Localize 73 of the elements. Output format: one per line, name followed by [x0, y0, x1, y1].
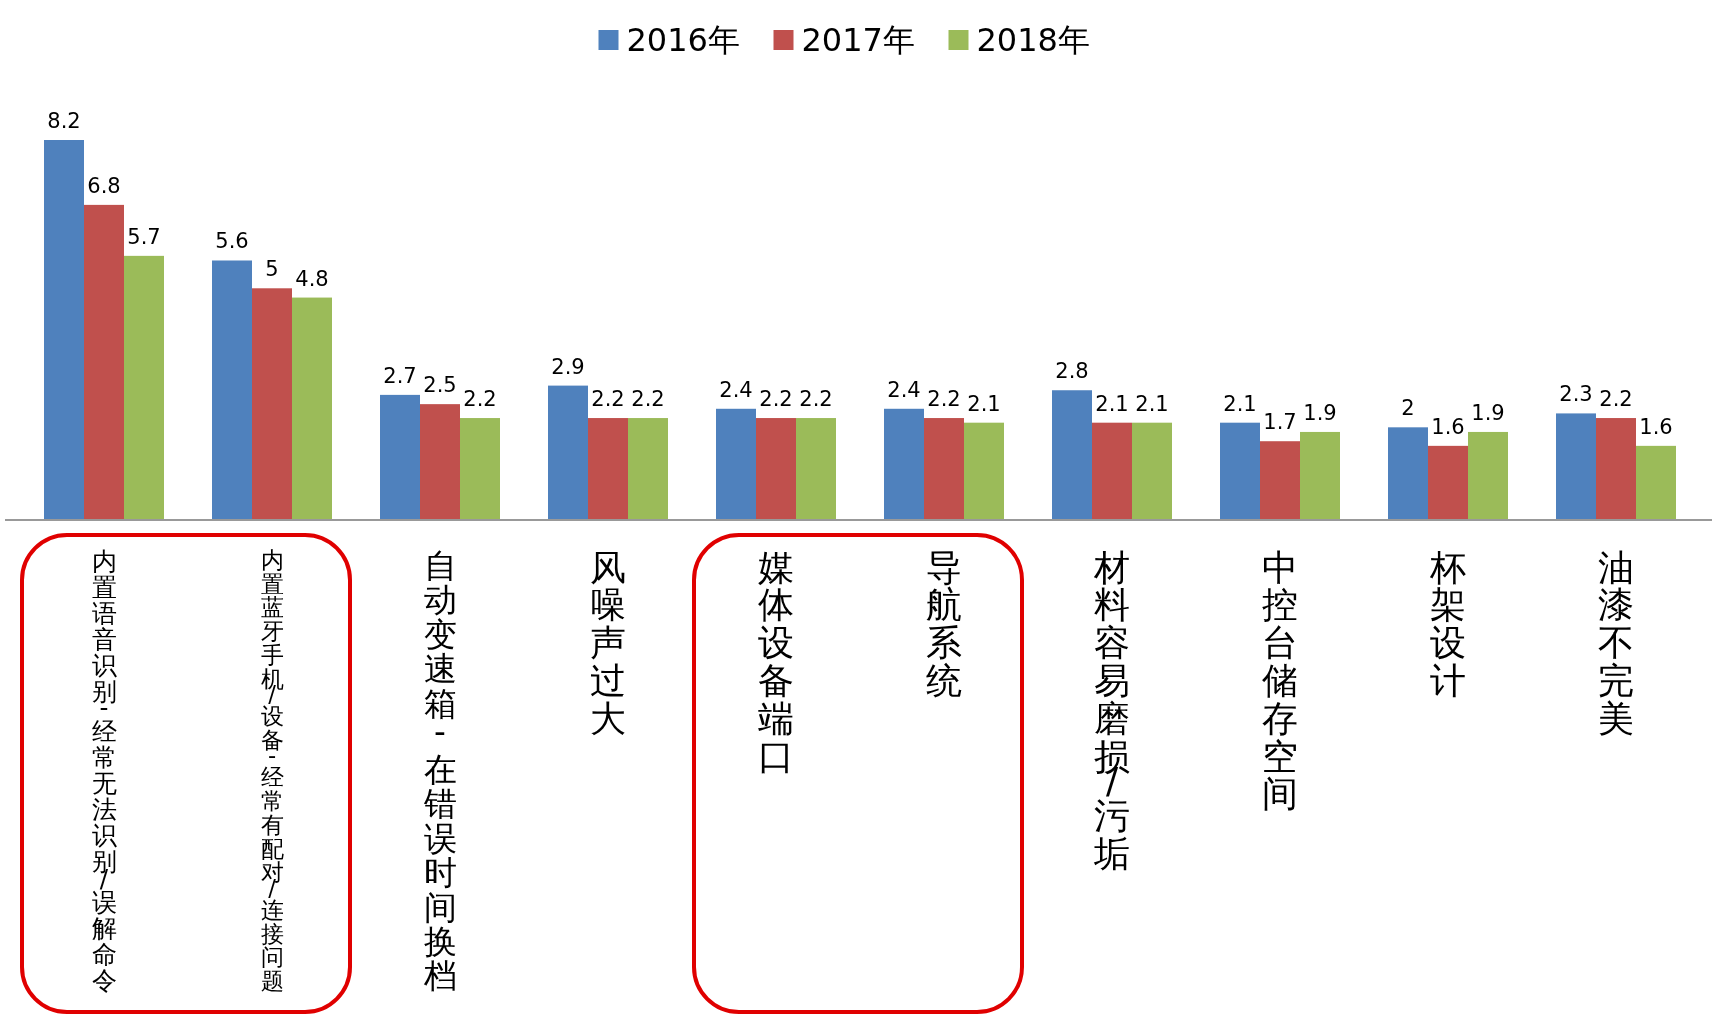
data-label: 5.6	[215, 229, 249, 254]
bar	[1596, 418, 1636, 520]
bar	[44, 140, 84, 520]
data-label: 8.2	[47, 109, 81, 133]
x-tick-label: 导航系统	[926, 546, 962, 702]
bar	[884, 408, 924, 520]
data-label: 2.4	[887, 377, 921, 402]
data-label: 5.7	[127, 224, 161, 249]
category-label: 内置语音识别-经常无法识别/误解命令	[91, 546, 117, 995]
bar	[252, 288, 292, 520]
bar	[1428, 445, 1468, 520]
data-label: 2	[1401, 396, 1415, 421]
data-label: 2.4	[719, 377, 753, 402]
bar	[924, 418, 964, 520]
bar	[1052, 390, 1092, 520]
data-label: 2.2	[799, 387, 833, 412]
x-tick-label: 风噪声过大	[590, 546, 626, 739]
data-label: 2.2	[927, 387, 961, 412]
data-label: 2.7	[383, 363, 417, 388]
x-tick-label: 中控台储存空间	[1262, 546, 1298, 815]
bar	[1636, 445, 1676, 520]
bar	[380, 394, 420, 520]
bar	[716, 408, 756, 520]
data-label: 5	[265, 257, 279, 282]
bar	[1220, 422, 1260, 520]
data-label: 2.5	[423, 373, 457, 398]
data-label: 2.1	[1095, 391, 1129, 416]
data-label: 2.9	[551, 354, 585, 379]
bar	[756, 418, 796, 520]
bar	[420, 404, 460, 520]
category-label: 材料容易磨损/污垢	[1094, 546, 1130, 874]
data-label: 2.1	[1135, 391, 1169, 416]
bar	[1092, 422, 1132, 520]
x-tick-label: 油漆不完美	[1598, 546, 1634, 739]
legend-label: 2017年	[801, 21, 915, 59]
bar	[124, 255, 164, 520]
data-label: 2.2	[631, 387, 665, 412]
bar	[1468, 431, 1508, 520]
data-label: 2.2	[463, 387, 497, 412]
data-label: 2.3	[1559, 382, 1593, 407]
category-label: 自动变速箱 - 在错误时间换档	[423, 546, 457, 996]
data-label: 1.9	[1303, 400, 1337, 425]
data-label: 4.8	[295, 266, 329, 291]
bar	[212, 260, 252, 520]
data-label: 2.2	[591, 387, 625, 412]
bar	[588, 418, 628, 520]
data-label: 2.2	[759, 387, 793, 412]
bar	[292, 297, 332, 520]
bar	[1300, 431, 1340, 520]
bar	[460, 418, 500, 520]
bar	[964, 422, 1004, 520]
bar	[548, 385, 588, 520]
data-label: 1.6	[1639, 414, 1673, 439]
data-label: 2.1	[967, 391, 1001, 416]
bar	[1132, 422, 1172, 520]
data-label: 2.2	[1599, 387, 1633, 412]
legend-label: 2016年	[626, 21, 740, 59]
x-tick-label: 媒体设备端口	[758, 546, 794, 777]
bar	[84, 204, 124, 520]
bar	[628, 418, 668, 520]
category-label: 内置蓝牙手机/设备-经常有配对/连接问题	[260, 546, 284, 995]
data-label: 1.9	[1471, 400, 1505, 425]
data-label: 1.6	[1431, 414, 1465, 439]
bar	[1388, 427, 1428, 520]
x-tick-label: 杯架设计	[1429, 546, 1466, 702]
bar	[1260, 441, 1300, 520]
data-label: 2.8	[1055, 359, 1089, 384]
bar	[1556, 413, 1596, 520]
bar	[796, 418, 836, 520]
data-label: 6.8	[87, 173, 121, 198]
data-label: 1.7	[1263, 410, 1297, 435]
data-label: 2.1	[1223, 391, 1257, 416]
legend-label: 2018年	[976, 21, 1090, 59]
